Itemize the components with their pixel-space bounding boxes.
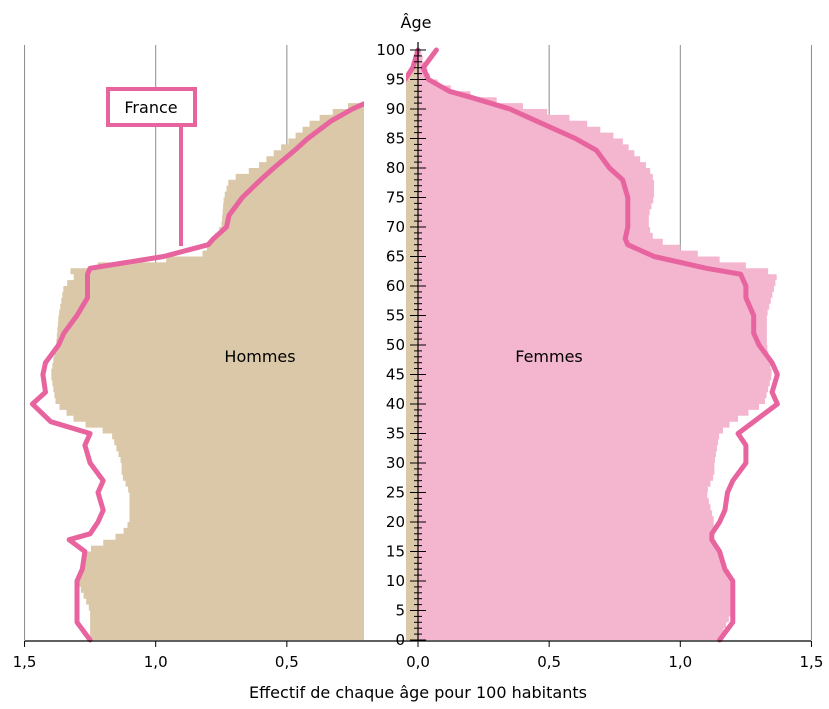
age-tick-label: 50	[386, 336, 405, 354]
age-tick-label: 55	[386, 307, 405, 325]
age-tick-label: 75	[386, 189, 405, 207]
france-callout-box	[106, 87, 197, 127]
age-tick-label: 80	[386, 159, 405, 177]
chart-labels: Âge Effectif de chaque âge pour 100 habi…	[106, 13, 587, 702]
france-reference-lines	[29, 47, 780, 643]
x-tick-label: 0,5	[537, 653, 561, 671]
age-tick-label: 65	[386, 248, 405, 266]
age-tick-label: 35	[386, 425, 405, 443]
x-tick-label: 1,5	[800, 653, 824, 671]
femmes-area	[418, 50, 777, 640]
france-line-femmes	[420, 47, 780, 643]
age-label-backdrop	[364, 44, 406, 646]
france-callout-label: France	[124, 98, 177, 117]
x-tick-label: 1,0	[144, 653, 168, 671]
age-tick-label: 30	[386, 454, 405, 472]
age-tick-label: 0	[395, 631, 405, 649]
age-axis: 0 5 10 15 20 25 30 35 40 45 50 55 60 65 70 75 80 85 90 95 10…	[13, 41, 824, 671]
age-tick-label: 5	[395, 602, 405, 620]
x-tick-label: 1,0	[668, 653, 692, 671]
hommes-area	[51, 50, 419, 640]
hommes-label: Hommes	[224, 347, 295, 366]
age-tick-label: 100	[376, 41, 405, 59]
population-areas	[51, 50, 777, 640]
age-tick-label: 40	[386, 395, 405, 413]
france-line-hommes	[29, 47, 421, 643]
age-tick-label: 60	[386, 277, 405, 295]
age-tick-label: 90	[386, 100, 405, 118]
age-tick-label: 20	[386, 513, 405, 531]
age-tick-label: 10	[386, 572, 405, 590]
age-tick-label: 85	[386, 130, 405, 148]
y-axis-title: Âge	[401, 13, 432, 32]
age-tick-label: 95	[386, 71, 405, 89]
x-tick-label: 0,0	[406, 653, 430, 671]
femmes-label: Femmes	[515, 347, 583, 366]
x-tick-label: 0,5	[275, 653, 299, 671]
age-tick-label: 70	[386, 218, 405, 236]
age-tick-label: 15	[386, 543, 405, 561]
x-axis-title: Effectif de chaque âge pour 100 habitant…	[249, 683, 587, 702]
age-tick-label: 25	[386, 484, 405, 502]
x-tick-label: 1,5	[13, 653, 37, 671]
age-tick-label: 45	[386, 366, 405, 384]
